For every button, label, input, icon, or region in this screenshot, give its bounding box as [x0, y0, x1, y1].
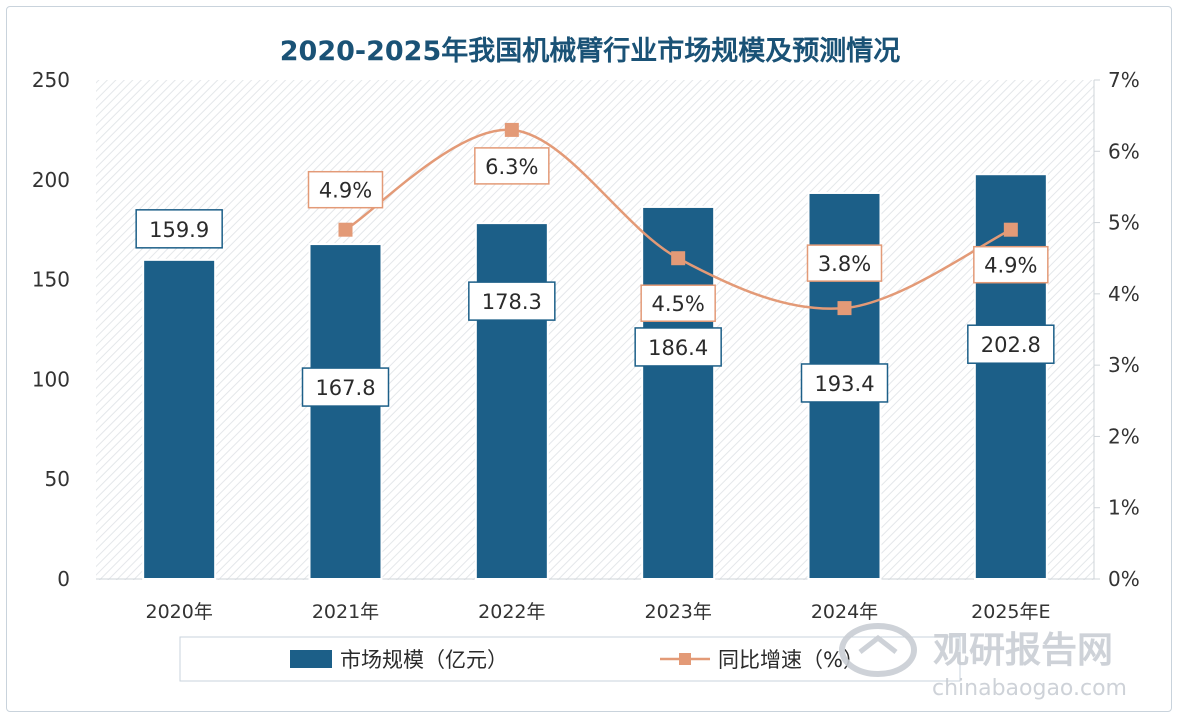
bar-value-label: 186.4 — [648, 336, 708, 360]
line-value-label: 4.5% — [651, 292, 704, 316]
left-tick-label: 0 — [57, 567, 70, 591]
line-label-box — [307, 170, 384, 209]
line-label-box — [640, 284, 716, 322]
bar-label-box — [301, 367, 390, 407]
right-axis: 0% 1% 2% 3% 4% 5% 6% 7% — [1094, 68, 1140, 591]
chart-title: 2020-2025年我国机械臂行业市场规模及预测情况 — [280, 35, 901, 67]
line-marker — [504, 122, 519, 137]
line-label-box — [474, 147, 550, 185]
bar-value-label: 167.8 — [315, 376, 375, 400]
bar-label-box — [967, 324, 1055, 364]
legend-bar-swatch — [290, 650, 332, 668]
watermark-logo-icon — [839, 623, 917, 677]
bar-value-label: 202.8 — [981, 333, 1041, 357]
bar-value-label: 193.4 — [814, 372, 874, 396]
category-label: 2024年 — [811, 601, 878, 623]
right-tick-label: 4% — [1108, 282, 1140, 306]
right-tick-label: 5% — [1108, 211, 1140, 235]
line-value-label: 3.8% — [818, 252, 871, 276]
bar-label-box — [135, 209, 223, 249]
bar-label-box — [800, 363, 889, 403]
line-value-label: 4.9% — [984, 254, 1037, 278]
left-tick-label: 250 — [32, 68, 70, 92]
left-axis: 0 50 100 150 200 250 — [32, 68, 70, 591]
bar — [308, 243, 383, 580]
line-data-labels: 4.9% 6.3% 4.5% 3.8% 4.9% — [307, 147, 1049, 322]
category-label: 2021年 — [312, 601, 379, 623]
line-marker — [338, 222, 353, 237]
right-tick-label: 3% — [1108, 353, 1140, 377]
line-marker — [837, 301, 852, 316]
bar — [973, 173, 1048, 580]
legend-bar-label: 市场规模（亿元） — [340, 648, 508, 672]
right-tick-label: 6% — [1108, 139, 1140, 163]
bar-label-box — [634, 327, 722, 367]
bar-value-label: 178.3 — [482, 290, 542, 314]
right-tick-label: 7% — [1108, 68, 1140, 92]
right-tick-label: 2% — [1108, 424, 1140, 448]
category-label: 2023年 — [644, 601, 711, 623]
line-label-box — [973, 245, 1049, 284]
line-label-box — [806, 244, 883, 282]
bar-label-box — [468, 281, 556, 321]
bar — [474, 222, 549, 581]
bar-value-label: 159.9 — [149, 218, 209, 242]
bar — [641, 205, 716, 581]
line-series — [338, 122, 1018, 316]
legend: 市场规模（亿元） 同比增速（%） — [179, 636, 961, 682]
category-label: 2022年 — [478, 601, 545, 623]
left-tick-label: 200 — [32, 168, 70, 192]
plot-area — [96, 80, 1094, 580]
left-tick-label: 50 — [45, 467, 70, 491]
watermark-en: chinabaogao.com — [932, 676, 1127, 701]
right-tick-label: 0% — [1108, 567, 1140, 591]
bar-data-labels: 159.9 167.8 178.3 186.4 193.4 202.8 — [135, 209, 1055, 407]
watermark: 观研报告网 chinabaogao.com — [839, 623, 1127, 701]
watermark-cn: 观研报告网 — [933, 630, 1113, 671]
left-tick-label: 100 — [32, 367, 70, 391]
category-labels: 2020年 2021年 2022年 2023年 2024年 2025年E — [145, 601, 1050, 623]
category-label: 2020年 — [145, 601, 212, 623]
legend-line-marker — [679, 653, 691, 665]
line-marker — [1003, 222, 1018, 237]
line-value-label: 6.3% — [485, 155, 538, 179]
line-value-label: 4.9% — [319, 179, 372, 203]
category-label: 2025年E — [971, 601, 1050, 623]
left-tick-label: 150 — [32, 268, 70, 292]
line-marker — [671, 251, 686, 266]
bar — [142, 258, 217, 580]
right-tick-label: 1% — [1108, 496, 1140, 520]
